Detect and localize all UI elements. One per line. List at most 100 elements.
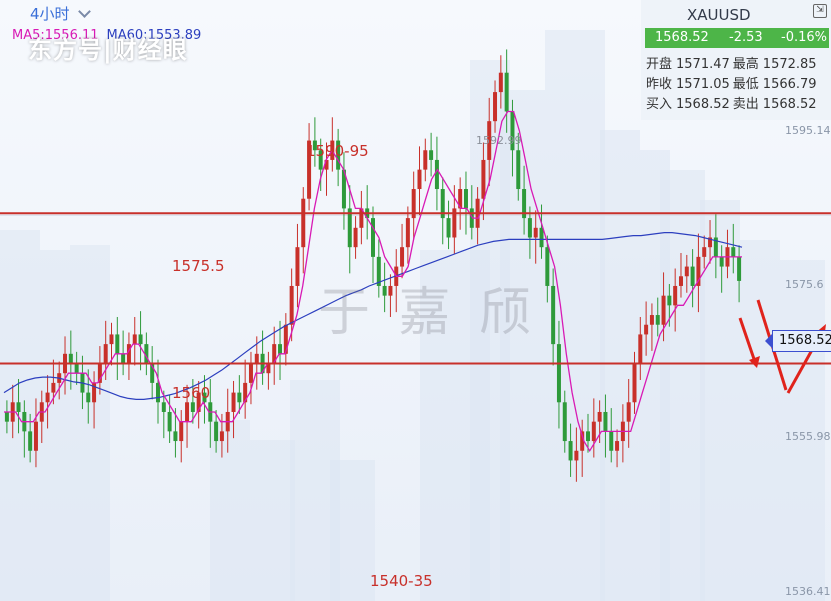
candle-body-123 — [719, 256, 724, 267]
building-12 — [70, 245, 110, 601]
candle-body-85 — [498, 72, 503, 93]
candle-body-15 — [92, 382, 97, 403]
author-signature: 于 嘉 颀 — [318, 283, 538, 343]
candle-body-12 — [74, 363, 79, 374]
candle-body-68 — [400, 247, 405, 267]
candle-body-118 — [690, 266, 695, 286]
candle-body-59 — [347, 208, 352, 248]
zone-label-upper: 1590-95 — [306, 142, 369, 160]
price-tick-2: 1575.6 — [785, 278, 824, 291]
ma60-line — [3, 232, 743, 400]
candle-body-64 — [376, 256, 381, 286]
candle-body-39 — [231, 392, 236, 412]
candle-body-5 — [33, 421, 38, 451]
ma5-value: MA5:1556.11 — [12, 28, 99, 43]
candle-body-101 — [591, 421, 596, 442]
candle-body-90 — [527, 218, 532, 238]
candle-body-111 — [649, 315, 654, 325]
candle-body-115 — [673, 285, 678, 306]
candle-body-121 — [708, 237, 713, 248]
candle-body-60 — [353, 227, 358, 248]
candle-body-80 — [469, 208, 474, 228]
candle-body-114 — [667, 295, 672, 306]
candle-body-20 — [121, 353, 126, 364]
candle-body-45 — [266, 363, 271, 374]
candle-body-120 — [702, 247, 707, 257]
candle-body-125 — [731, 247, 736, 257]
candle-body-92 — [539, 227, 544, 248]
candle-body-19 — [115, 334, 120, 354]
support-resistance-lines — [0, 212, 831, 365]
candle-body-72 — [423, 150, 428, 170]
candle-body-2 — [16, 402, 21, 412]
price-tick-1: 1595.14 — [785, 124, 831, 137]
expand-icon[interactable]: ⇲ — [813, 4, 827, 18]
candle-body-70 — [411, 189, 416, 219]
candle-body-75 — [440, 189, 445, 219]
forecast-arrow-down-1 — [738, 317, 757, 363]
candle-body-52 — [307, 140, 312, 199]
candle-body-97 — [568, 441, 573, 461]
candle-body-83 — [487, 121, 492, 160]
ma-legend: MA5:1556.11 MA60:1553.89 — [12, 28, 201, 43]
candle-body-31 — [185, 402, 190, 422]
peak-price-label: 1592.99 — [476, 134, 522, 147]
source-watermark: 东方号|财经眼 — [28, 36, 188, 64]
candle-body-11 — [68, 353, 73, 364]
candle-body-93 — [545, 247, 550, 286]
candle-body-94 — [551, 285, 556, 345]
candle-body-14 — [86, 392, 91, 403]
candle-body-18 — [109, 334, 114, 345]
candle-body-55 — [324, 159, 329, 170]
candle-body-53 — [312, 140, 317, 151]
candle-body-54 — [318, 150, 323, 170]
candle-body-42 — [248, 363, 253, 383]
chevron-down-icon — [77, 5, 91, 18]
candle-body-96 — [562, 402, 567, 442]
candle-body-117 — [684, 266, 689, 277]
candle-body-99 — [580, 431, 585, 451]
zone-label-lower: 1540-35 — [370, 572, 433, 590]
candle-body-113 — [661, 295, 666, 325]
building-8 — [740, 240, 780, 601]
change-percent: -0.16% — [781, 30, 827, 45]
candle-body-26 — [155, 382, 160, 403]
candle-body-102 — [597, 411, 602, 422]
candle-body-8 — [51, 382, 56, 393]
candle-body-69 — [405, 218, 410, 248]
candle-body-82 — [481, 159, 486, 199]
candle-body-108 — [632, 363, 637, 403]
candle-body-58 — [341, 169, 346, 209]
prevclose-low-row: 昨收 1571.05 最低 1566.79 — [646, 77, 817, 92]
candle-body-48 — [283, 324, 288, 354]
candle-body-74 — [434, 159, 439, 190]
candle-body-34 — [202, 392, 207, 403]
candle-body-86 — [504, 72, 509, 112]
candle-body-51 — [301, 198, 306, 248]
price-tick-3: 1555.98 — [785, 430, 831, 443]
candle-body-103 — [603, 411, 608, 432]
timeframe-selector[interactable]: 4小时 — [30, 3, 91, 24]
building-2 — [500, 90, 545, 601]
candle-body-16 — [97, 363, 102, 383]
candle-body-28 — [167, 411, 172, 432]
candle-body-105 — [615, 441, 620, 451]
forecast-arrow-head-1 — [749, 356, 760, 368]
candle-body-24 — [144, 344, 149, 364]
candle-body-89 — [522, 189, 527, 219]
building-11 — [40, 250, 70, 601]
building-16 — [330, 460, 375, 601]
candle-body-37 — [219, 431, 224, 442]
symbol-title: XAUUSD — [687, 6, 751, 24]
candle-body-33 — [196, 392, 201, 412]
ma60-value: MA60:1553.89 — [106, 28, 202, 43]
candle-body-87 — [510, 111, 515, 151]
price-change-bar: 1568.52 -2.53 -0.16% — [645, 28, 829, 48]
change-value: -2.53 — [729, 30, 763, 45]
candle-body-112 — [655, 315, 660, 325]
candle-body-98 — [574, 450, 579, 461]
building-14 — [250, 440, 295, 601]
candle-body-49 — [289, 285, 294, 325]
level-label-1560: 1560 — [172, 384, 211, 402]
candle-body-110 — [644, 324, 649, 335]
